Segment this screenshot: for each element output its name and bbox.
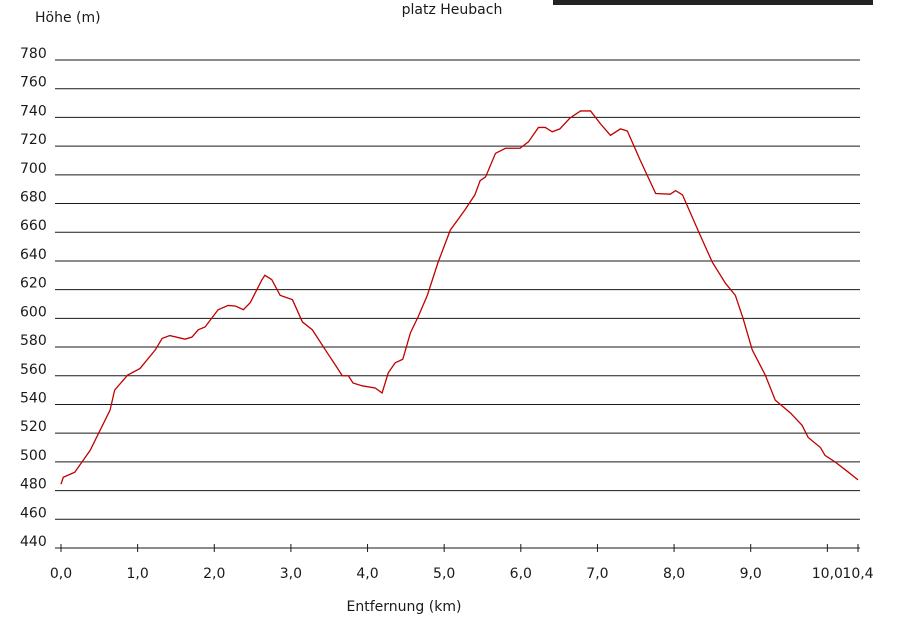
x-tick-label: 2,0	[203, 566, 225, 582]
x-tick-label: 8,0	[663, 566, 685, 582]
x-tick-label: 9,0	[740, 566, 762, 582]
y-tick-label: 740	[20, 103, 47, 119]
y-tick-label: 460	[20, 505, 47, 521]
x-tick-label: 4,0	[356, 566, 378, 582]
elevation-line	[61, 111, 858, 484]
y-axis-label: Höhe (m)	[35, 10, 101, 26]
y-tick-label: 580	[20, 333, 47, 349]
y-tick-label: 760	[20, 75, 47, 91]
y-tick-label: 480	[20, 477, 47, 493]
y-tick-label: 680	[20, 190, 47, 206]
x-tick-label: 10,0	[812, 566, 843, 582]
x-tick-label: 10,4	[842, 566, 873, 582]
y-tick-label: 500	[20, 448, 47, 464]
x-tick-label: 7,0	[586, 566, 608, 582]
header-image	[553, 0, 873, 5]
y-tick-label: 620	[20, 276, 47, 292]
x-tick-label: 5,0	[433, 566, 455, 582]
x-tick-label: 1,0	[127, 566, 149, 582]
y-tick-label: 640	[20, 247, 47, 263]
y-tick-label: 600	[20, 304, 47, 320]
y-tick-label: 440	[20, 534, 47, 550]
y-tick-label: 560	[20, 362, 47, 378]
chart: platz Heubach Höhe (m) Entfernung (km) 4…	[0, 0, 897, 619]
x-axis-label: Entfernung (km)	[347, 599, 462, 615]
y-tick-label: 520	[20, 419, 47, 435]
chart-title: platz Heubach	[402, 2, 503, 18]
y-tick-label: 540	[20, 390, 47, 406]
y-tick-label: 660	[20, 218, 47, 234]
x-tick-label: 0,0	[50, 566, 72, 582]
y-tick-label: 780	[20, 46, 47, 62]
y-tick-label: 720	[20, 132, 47, 148]
y-tick-label: 700	[20, 161, 47, 177]
x-tick-label: 3,0	[280, 566, 302, 582]
x-tick-label: 6,0	[510, 566, 532, 582]
